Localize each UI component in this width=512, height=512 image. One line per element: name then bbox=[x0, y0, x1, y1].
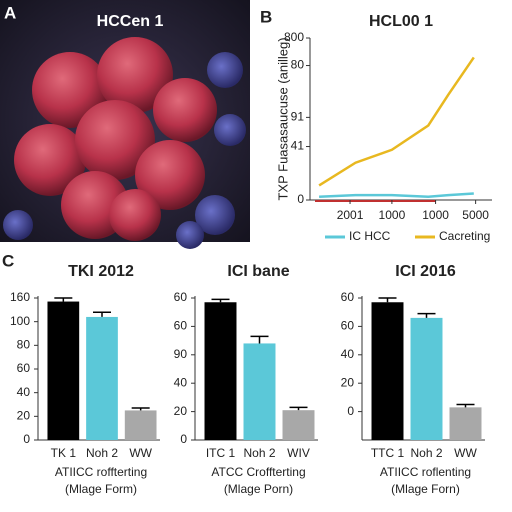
legend-label: Cacreting bbox=[439, 229, 490, 243]
y-tick-label: 40 bbox=[17, 385, 31, 399]
y-tick-label: 0 bbox=[180, 432, 187, 446]
x-tick-label: 1000 bbox=[379, 208, 406, 222]
y-tick-label: 800 bbox=[284, 30, 304, 44]
y-tick-label: 80 bbox=[291, 58, 305, 72]
line-series bbox=[319, 192, 474, 199]
x-axis-label: (Mlage Forn) bbox=[391, 482, 460, 496]
x-tick-label: 2001 bbox=[337, 208, 364, 222]
y-tick-label: 20 bbox=[17, 409, 31, 423]
x-tick-label: WIV bbox=[287, 446, 310, 460]
x-tick-label: TK 1 bbox=[51, 446, 77, 460]
y-tick-label: 60 bbox=[174, 290, 188, 304]
x-tick-label: TTC 1 bbox=[371, 446, 405, 460]
y-tick-label: 160 bbox=[10, 290, 30, 304]
error-bar bbox=[378, 297, 397, 303]
x-axis-label: (Mlage Form) bbox=[65, 482, 137, 496]
micrograph bbox=[0, 0, 250, 249]
x-tick-label: Noh 2 bbox=[243, 446, 275, 460]
error-bar bbox=[417, 312, 436, 318]
error-bar bbox=[289, 406, 308, 411]
bar bbox=[282, 410, 315, 440]
bar bbox=[124, 410, 157, 440]
line-series bbox=[318, 56, 475, 187]
x-tick-label: ITC 1 bbox=[206, 446, 236, 460]
x-tick-label: Noh 2 bbox=[410, 446, 442, 460]
x-axis-label: (Mlage Porn) bbox=[224, 482, 293, 496]
bar bbox=[47, 301, 80, 440]
chart-title: HCL00 1 bbox=[369, 13, 433, 30]
chart-title: ICI bane bbox=[227, 263, 289, 280]
y-tick-label: 90 bbox=[174, 347, 188, 361]
y-tick-label: 20 bbox=[341, 375, 355, 389]
error-bar bbox=[54, 297, 73, 302]
y-tick-label: 100 bbox=[10, 314, 30, 328]
y-tick-label: 60 bbox=[174, 319, 188, 333]
y-tick-label: 41 bbox=[291, 139, 305, 153]
x-tick-label: Noh 2 bbox=[86, 446, 118, 460]
bar bbox=[410, 317, 443, 440]
x-tick-label: 1000 bbox=[422, 208, 449, 222]
y-tick-label: 20 bbox=[174, 404, 188, 418]
x-axis-label: ATCC Croffterting bbox=[211, 465, 305, 479]
bar bbox=[243, 343, 276, 440]
chart-title: TKI 2012 bbox=[68, 263, 134, 280]
y-tick-label: 0 bbox=[347, 404, 354, 418]
bar bbox=[204, 302, 237, 440]
image-title: HCCen 1 bbox=[97, 13, 164, 30]
chart-title: ICI 2016 bbox=[395, 263, 456, 280]
y-axis-label: TXP Fuasasaucuse (anilleg) bbox=[275, 37, 290, 200]
legend-label: IC HCC bbox=[349, 229, 391, 243]
y-tick-label: 0 bbox=[23, 432, 30, 446]
x-tick-label: WW bbox=[454, 446, 477, 460]
y-tick-label: 40 bbox=[341, 347, 355, 361]
x-axis-label: ATIICC roflenting bbox=[380, 465, 471, 479]
bar bbox=[449, 407, 482, 440]
error-bar bbox=[211, 298, 230, 303]
y-tick-label: 60 bbox=[17, 361, 31, 375]
panel-label: A bbox=[4, 3, 16, 22]
x-tick-label: 5000 bbox=[462, 208, 489, 222]
y-tick-label: 60 bbox=[341, 290, 355, 304]
bar bbox=[371, 302, 404, 440]
error-bar bbox=[456, 403, 475, 408]
error-bar bbox=[131, 407, 150, 411]
bar bbox=[86, 316, 118, 440]
y-tick-label: 80 bbox=[17, 338, 31, 352]
x-tick-label: WW bbox=[129, 446, 152, 460]
panel-label: B bbox=[260, 7, 272, 26]
x-axis-label: ATIICC roffterting bbox=[55, 465, 147, 479]
y-tick-label: 60 bbox=[341, 319, 355, 333]
panel-label: C bbox=[2, 251, 14, 270]
y-tick-label: 40 bbox=[174, 375, 188, 389]
y-tick-label: 0 bbox=[297, 192, 304, 206]
error-bar bbox=[250, 335, 269, 344]
error-bar bbox=[93, 311, 111, 317]
y-tick-label: 91 bbox=[291, 110, 305, 124]
